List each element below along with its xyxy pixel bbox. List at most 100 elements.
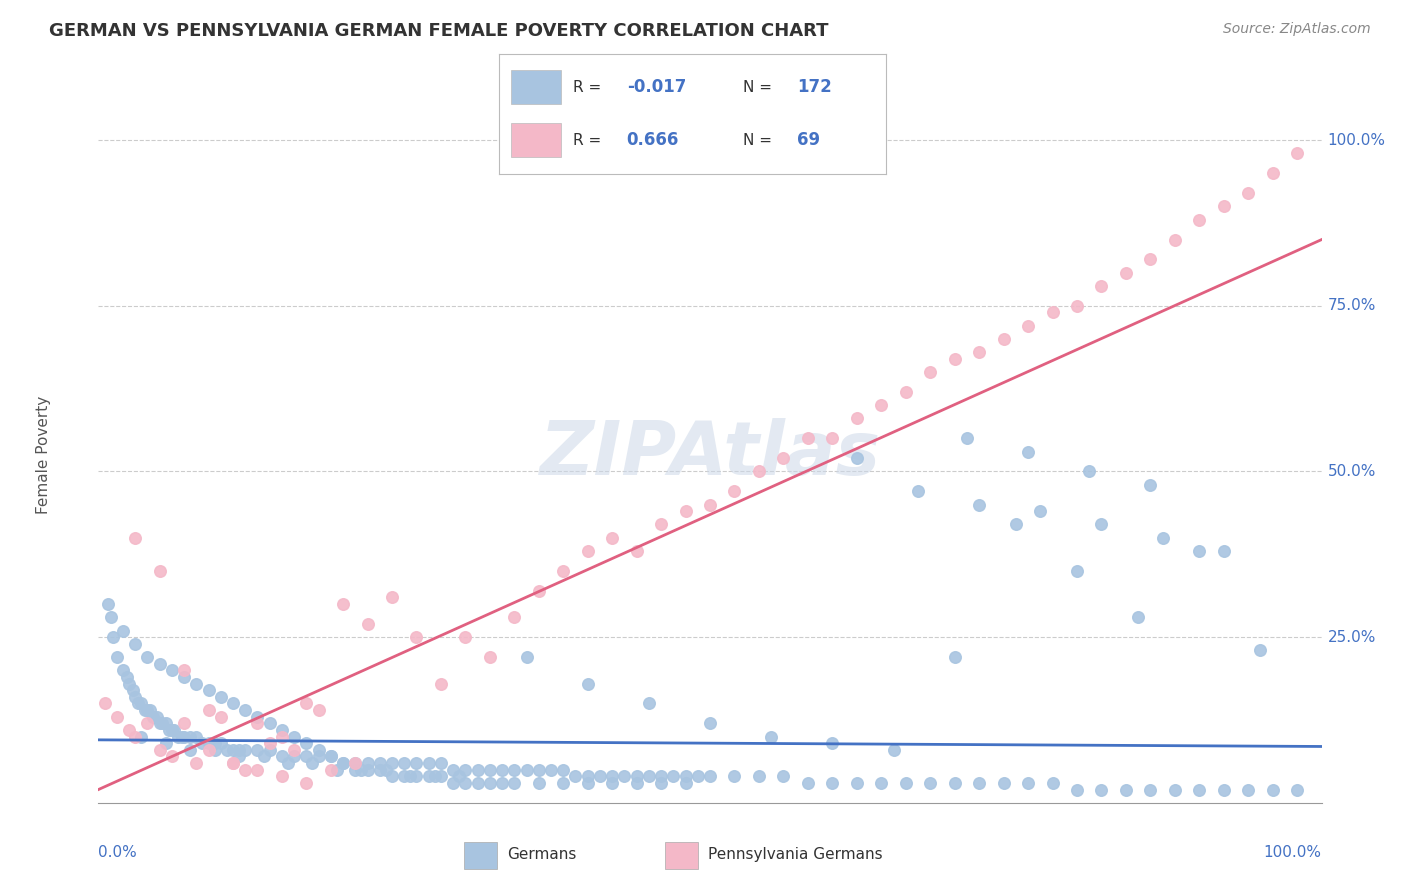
Point: [576, 676, 599, 690]
Point: [368, 756, 391, 770]
Point: [381, 769, 404, 783]
Point: [920, 365, 942, 379]
Text: 0.0%: 0.0%: [98, 845, 138, 860]
Point: [699, 498, 721, 512]
Point: [418, 756, 440, 770]
Point: [392, 756, 416, 770]
Point: [246, 709, 269, 723]
Point: [259, 736, 281, 750]
Point: [797, 431, 820, 445]
Point: [1139, 782, 1161, 797]
Point: [197, 683, 219, 698]
Point: [527, 763, 550, 777]
Bar: [510, 70, 561, 104]
Point: [308, 743, 330, 757]
Point: [186, 730, 208, 744]
Point: [124, 730, 146, 744]
Point: [173, 663, 195, 677]
Point: [405, 756, 427, 770]
Text: R =: R =: [572, 133, 600, 148]
Point: [319, 749, 342, 764]
Point: [845, 451, 868, 466]
Point: [356, 616, 378, 631]
Point: [1017, 444, 1039, 458]
Bar: [665, 842, 699, 869]
Point: [350, 763, 373, 777]
Point: [686, 769, 709, 783]
Point: [246, 743, 269, 757]
Point: [344, 756, 367, 770]
Point: [150, 716, 173, 731]
Point: [160, 663, 183, 677]
Point: [1004, 517, 1026, 532]
Point: [326, 763, 349, 777]
Point: [1152, 531, 1174, 545]
Point: [228, 743, 250, 757]
Point: [270, 749, 294, 764]
Point: [540, 763, 562, 777]
Point: [170, 730, 193, 744]
Text: 0.666: 0.666: [627, 131, 679, 149]
Point: [637, 769, 661, 783]
Point: [356, 763, 378, 777]
Point: [344, 763, 367, 777]
Point: [894, 384, 917, 399]
Point: [283, 730, 305, 744]
Point: [1164, 782, 1187, 797]
Point: [491, 776, 513, 790]
Point: [1090, 782, 1112, 797]
Point: [553, 763, 575, 777]
Point: [101, 630, 124, 644]
Text: Pennsylvania Germans: Pennsylvania Germans: [707, 847, 883, 862]
Text: 25.0%: 25.0%: [1327, 630, 1376, 645]
Point: [1164, 233, 1187, 247]
Point: [392, 769, 416, 783]
Point: [111, 663, 134, 677]
Point: [943, 776, 966, 790]
Point: [920, 776, 942, 790]
Point: [146, 709, 169, 723]
Point: [870, 776, 893, 790]
Point: [1029, 504, 1052, 518]
Point: [516, 763, 538, 777]
Point: [967, 498, 990, 512]
Text: Source: ZipAtlas.com: Source: ZipAtlas.com: [1223, 22, 1371, 37]
Point: [600, 776, 623, 790]
Point: [943, 650, 966, 665]
Point: [191, 736, 214, 750]
Point: [454, 776, 477, 790]
Point: [564, 769, 586, 783]
Point: [650, 769, 672, 783]
Point: [821, 736, 844, 750]
Point: [179, 730, 201, 744]
Point: [449, 769, 471, 783]
Point: [907, 484, 929, 499]
Point: [124, 637, 146, 651]
Point: [821, 776, 844, 790]
Point: [772, 769, 794, 783]
Point: [1115, 266, 1137, 280]
Point: [399, 769, 422, 783]
Point: [967, 776, 990, 790]
Point: [197, 703, 219, 717]
Point: [252, 749, 274, 764]
Point: [675, 504, 697, 518]
Text: Germans: Germans: [508, 847, 576, 862]
Point: [97, 597, 120, 611]
Point: [197, 736, 219, 750]
Point: [186, 676, 208, 690]
Text: 100.0%: 100.0%: [1327, 133, 1386, 148]
Point: [246, 763, 269, 777]
Point: [675, 776, 697, 790]
Point: [134, 703, 156, 717]
Point: [215, 743, 238, 757]
Point: [418, 769, 440, 783]
Point: [129, 697, 152, 711]
Point: [503, 776, 526, 790]
Point: [277, 756, 299, 770]
Point: [699, 769, 721, 783]
Point: [797, 776, 820, 790]
Bar: [510, 123, 561, 157]
Point: [149, 657, 172, 671]
Point: [430, 769, 453, 783]
